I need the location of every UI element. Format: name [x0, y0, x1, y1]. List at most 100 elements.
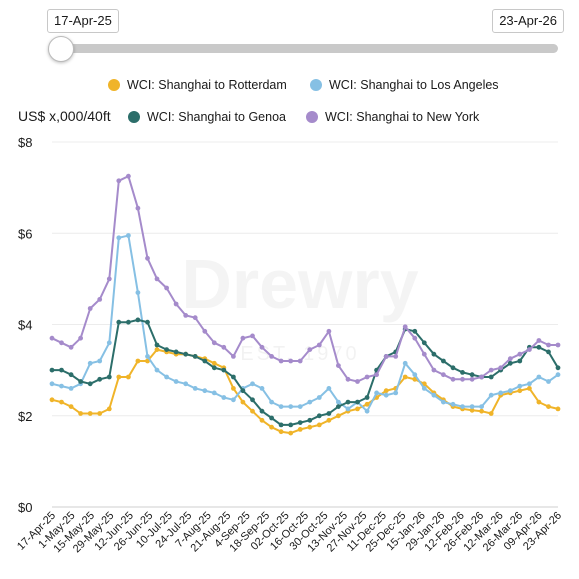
data-point[interactable] — [364, 401, 370, 407]
data-point[interactable] — [68, 386, 74, 391]
data-point[interactable] — [250, 381, 255, 387]
data-point[interactable] — [87, 411, 93, 416]
data-point[interactable] — [211, 390, 217, 396]
data-point[interactable] — [307, 347, 313, 352]
data-point[interactable] — [316, 395, 322, 400]
data-point[interactable] — [135, 358, 141, 364]
data-point[interactable] — [307, 417, 313, 423]
data-point[interactable] — [231, 374, 236, 380]
data-point[interactable] — [125, 173, 131, 179]
data-point[interactable] — [555, 365, 561, 371]
data-point[interactable] — [278, 358, 284, 364]
data-point[interactable] — [326, 328, 332, 334]
data-point[interactable] — [125, 374, 131, 380]
data-point[interactable] — [97, 297, 103, 302]
data-point[interactable] — [231, 386, 236, 391]
data-point[interactable] — [297, 420, 303, 425]
data-point[interactable] — [450, 376, 456, 382]
data-point[interactable] — [106, 406, 112, 412]
data-point[interactable] — [498, 390, 504, 396]
data-point[interactable] — [469, 376, 475, 382]
data-point[interactable] — [527, 381, 532, 387]
data-point[interactable] — [517, 358, 523, 364]
data-point[interactable] — [536, 338, 542, 343]
data-point[interactable] — [154, 367, 160, 373]
data-point[interactable] — [393, 354, 399, 359]
data-point[interactable] — [355, 406, 360, 412]
data-point[interactable] — [364, 395, 370, 400]
data-point[interactable] — [316, 342, 322, 348]
data-point[interactable] — [421, 386, 427, 391]
data-point[interactable] — [326, 411, 332, 416]
data-point[interactable] — [240, 388, 246, 394]
data-point[interactable] — [469, 372, 475, 378]
data-point[interactable] — [326, 386, 332, 391]
data-point[interactable] — [546, 349, 551, 355]
data-point[interactable] — [412, 372, 418, 378]
legend-item-rotterdam[interactable]: WCI: Shanghai to Rotterdam — [108, 78, 287, 92]
data-point[interactable] — [316, 413, 322, 419]
data-point[interactable] — [59, 340, 64, 346]
data-point[interactable] — [517, 351, 523, 357]
data-point[interactable] — [450, 365, 456, 371]
data-point[interactable] — [106, 276, 112, 282]
data-point[interactable] — [97, 376, 103, 382]
data-point[interactable] — [116, 319, 122, 325]
data-point[interactable] — [355, 399, 360, 405]
data-point[interactable] — [297, 404, 303, 409]
data-point[interactable] — [278, 429, 284, 435]
data-point[interactable] — [154, 342, 160, 348]
data-point[interactable] — [221, 344, 227, 350]
data-point[interactable] — [402, 360, 408, 366]
data-point[interactable] — [125, 319, 131, 325]
data-point[interactable] — [59, 399, 64, 405]
data-point[interactable] — [145, 354, 150, 359]
data-point[interactable] — [106, 374, 112, 380]
data-point[interactable] — [259, 417, 265, 423]
data-point[interactable] — [488, 411, 494, 416]
data-point[interactable] — [527, 386, 532, 391]
data-point[interactable] — [441, 399, 446, 405]
data-point[interactable] — [250, 397, 255, 403]
data-point[interactable] — [345, 399, 351, 405]
data-point[interactable] — [87, 381, 93, 387]
data-point[interactable] — [536, 344, 542, 350]
data-point[interactable] — [173, 349, 179, 355]
data-point[interactable] — [297, 427, 303, 432]
data-point[interactable] — [97, 358, 103, 364]
data-point[interactable] — [469, 407, 475, 413]
data-point[interactable] — [355, 379, 360, 384]
data-point[interactable] — [383, 392, 389, 398]
legend-item-genoa[interactable]: WCI: Shanghai to Genoa — [128, 110, 286, 124]
data-point[interactable] — [479, 374, 484, 380]
data-point[interactable] — [364, 408, 370, 414]
data-point[interactable] — [211, 340, 217, 346]
data-point[interactable] — [145, 255, 150, 261]
data-point[interactable] — [221, 367, 227, 373]
data-point[interactable] — [49, 335, 55, 341]
data-point[interactable] — [460, 404, 465, 409]
data-point[interactable] — [192, 315, 198, 321]
data-point[interactable] — [240, 399, 246, 405]
data-point[interactable] — [441, 358, 446, 364]
data-point[interactable] — [202, 328, 208, 334]
data-point[interactable] — [135, 290, 141, 295]
data-point[interactable] — [555, 372, 561, 378]
data-point[interactable] — [498, 365, 504, 371]
data-point[interactable] — [192, 354, 198, 359]
data-point[interactable] — [307, 399, 313, 405]
data-point[interactable] — [546, 404, 551, 409]
data-point[interactable] — [441, 372, 446, 378]
data-point[interactable] — [517, 383, 523, 389]
data-point[interactable] — [250, 408, 255, 414]
data-point[interactable] — [546, 342, 551, 348]
data-point[interactable] — [431, 351, 437, 357]
data-point[interactable] — [288, 422, 294, 428]
data-point[interactable] — [555, 342, 561, 348]
data-point[interactable] — [421, 340, 427, 346]
data-point[interactable] — [87, 360, 93, 366]
data-point[interactable] — [68, 372, 74, 378]
data-point[interactable] — [555, 406, 561, 412]
data-point[interactable] — [125, 233, 131, 238]
data-point[interactable] — [488, 374, 494, 380]
